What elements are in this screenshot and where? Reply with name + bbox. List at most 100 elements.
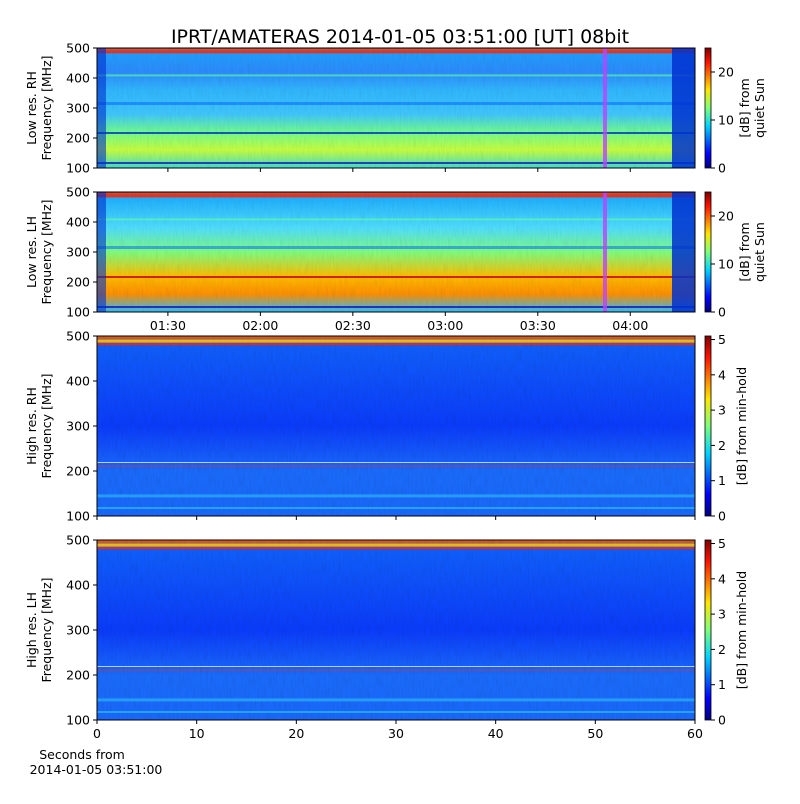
y-axis-label: Low res. RH [24, 71, 39, 145]
colorbar-tick-label: 4 [718, 367, 726, 382]
marker-line [603, 48, 607, 168]
y-axis-label: Frequency [MHz] [39, 373, 54, 478]
y-axis-label: Frequency [MHz] [39, 55, 54, 160]
y-axis-label: High res. RH [24, 387, 39, 465]
spectral-band [97, 494, 695, 498]
y-axis-label: Frequency [MHz] [39, 199, 54, 304]
spectral-band [97, 462, 695, 463]
spectral-band [97, 194, 695, 198]
colorbar-label: quiet Sun [752, 78, 767, 138]
x-tick-label: 40 [488, 726, 504, 741]
y-axis-label: Low res. LH [24, 216, 39, 288]
colorbar-tick-label: 2 [718, 642, 726, 657]
spectral-band [97, 306, 695, 308]
spectral-band [97, 669, 695, 671]
colorbar-tick-label: 10 [718, 257, 734, 272]
colorbar-tick-label: 0 [718, 161, 726, 176]
colorbar-tick-label: 20 [718, 65, 734, 80]
colorbar [704, 539, 712, 721]
spectral-band [97, 543, 695, 547]
x-tick-label: 03:30 [520, 318, 556, 333]
data-gap [97, 48, 106, 168]
y-tick-label: 400 [66, 578, 90, 593]
x-axis-label: 2014-01-05 03:51:00 [30, 762, 163, 777]
spectral-band [97, 666, 695, 667]
colorbar [704, 335, 712, 517]
spectrogram-noise [97, 336, 695, 516]
colorbar [704, 191, 712, 313]
spectral-band [97, 465, 695, 467]
y-tick-label: 400 [66, 71, 90, 86]
colorbar-tick-label: 1 [718, 677, 726, 692]
spectral-band [97, 339, 695, 343]
y-tick-label: 200 [66, 131, 90, 146]
spectral-band [97, 74, 695, 77]
colorbar-tick-label: 4 [718, 571, 726, 586]
colorbar [704, 47, 712, 169]
x-tick-label: 02:30 [335, 318, 371, 333]
spectral-band [97, 507, 695, 509]
spectrogram-noise [97, 48, 695, 168]
y-tick-label: 300 [66, 419, 90, 434]
x-tick-label: 30 [388, 726, 404, 741]
spectrogram-noise [97, 192, 695, 312]
colorbar-tick-label: 2 [718, 438, 726, 453]
x-tick-label: 50 [587, 726, 603, 741]
y-tick-label: 400 [66, 374, 90, 389]
colorbar-label: [dB] from [737, 78, 752, 137]
colorbar-tick-label: 3 [718, 403, 726, 418]
spectral-band [97, 218, 695, 221]
y-tick-label: 300 [66, 623, 90, 638]
colorbar-tick-label: 0 [718, 713, 726, 728]
y-tick-label: 400 [66, 215, 90, 230]
y-tick-label: 500 [66, 533, 90, 548]
y-tick-label: 500 [66, 185, 90, 200]
y-tick-label: 200 [66, 464, 90, 479]
colorbar-tick-label: 0 [718, 305, 726, 320]
spectral-band [97, 711, 695, 713]
y-tick-label: 300 [66, 245, 90, 260]
colorbar-label: [dB] from min-hold [734, 367, 749, 485]
colorbar-tick-label: 5 [718, 332, 726, 347]
x-tick-label: 10 [189, 726, 205, 741]
spectral-band [97, 276, 695, 278]
y-tick-label: 500 [66, 41, 90, 56]
colorbar-label: quiet Sun [752, 222, 767, 282]
x-tick-label: 02:00 [242, 318, 278, 333]
x-tick-label: 0 [93, 726, 101, 741]
marker-line [603, 192, 607, 312]
spectral-band [97, 343, 695, 346]
spectral-band [97, 50, 695, 54]
y-axis-label: High res. LH [24, 592, 39, 668]
colorbar-tick-label: 20 [718, 209, 734, 224]
x-tick-label: 20 [288, 726, 304, 741]
data-gap [97, 192, 106, 312]
y-tick-label: 500 [66, 329, 90, 344]
colorbar-tick-label: 0 [718, 509, 726, 524]
y-tick-label: 100 [66, 161, 90, 176]
y-tick-label: 100 [66, 713, 90, 728]
colorbar-tick-label: 1 [718, 473, 726, 488]
x-tick-label: 60 [687, 726, 703, 741]
colorbar-label: [dB] from [737, 222, 752, 281]
data-gap [672, 48, 695, 168]
x-tick-label: 01:30 [150, 318, 186, 333]
spectral-band [97, 132, 695, 134]
y-tick-label: 100 [66, 305, 90, 320]
spectral-band [97, 547, 695, 550]
colorbar-tick-label: 10 [718, 113, 734, 128]
x-tick-label: 03:00 [427, 318, 463, 333]
x-axis-label: Seconds from [39, 747, 125, 762]
y-tick-label: 200 [66, 668, 90, 683]
spectral-band [97, 246, 695, 249]
x-tick-label: 04:00 [612, 318, 648, 333]
spectral-band [97, 698, 695, 702]
chart-title: IPRT/AMATERAS 2014-01-05 03:51:00 [UT] 0… [171, 26, 629, 48]
spectral-band [97, 102, 695, 105]
spectral-band [97, 162, 695, 164]
data-gap [672, 192, 695, 312]
colorbar-tick-label: 5 [718, 536, 726, 551]
colorbar-tick-label: 3 [718, 607, 726, 622]
colorbar-label: [dB] from min-hold [734, 571, 749, 689]
